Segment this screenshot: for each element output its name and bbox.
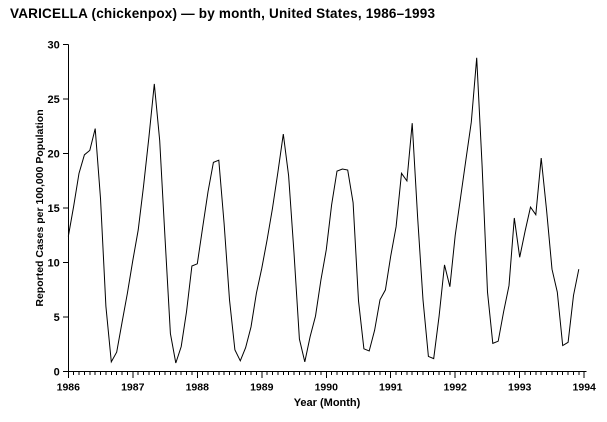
y-tick-label: 15: [48, 203, 60, 215]
y-tick-label: 0: [54, 367, 60, 379]
y-tick-label: 10: [48, 258, 60, 270]
x-tick-label: 1993: [508, 382, 532, 394]
x-axis-label: Year (Month): [293, 397, 361, 409]
x-tick-label: 1994: [573, 382, 597, 394]
y-tick-label: 30: [48, 40, 60, 52]
y-tick-label: 20: [48, 149, 60, 161]
x-tick-label: 1992: [444, 382, 468, 394]
varicella-series-line: [67, 57, 580, 364]
x-tick-label: 1989: [250, 382, 274, 394]
x-tick-label: 1987: [121, 382, 145, 394]
x-tick-label: 1990: [315, 382, 339, 394]
y-tick-label: 5: [54, 312, 60, 324]
chart-title: VARICELLA (chickenpox) — by month, Unite…: [10, 6, 436, 21]
x-tick-label: 1988: [186, 382, 210, 394]
x-tick-label: 1991: [379, 382, 403, 394]
y-tick-label: 25: [48, 94, 60, 106]
x-tick-label: 1986: [57, 382, 81, 394]
